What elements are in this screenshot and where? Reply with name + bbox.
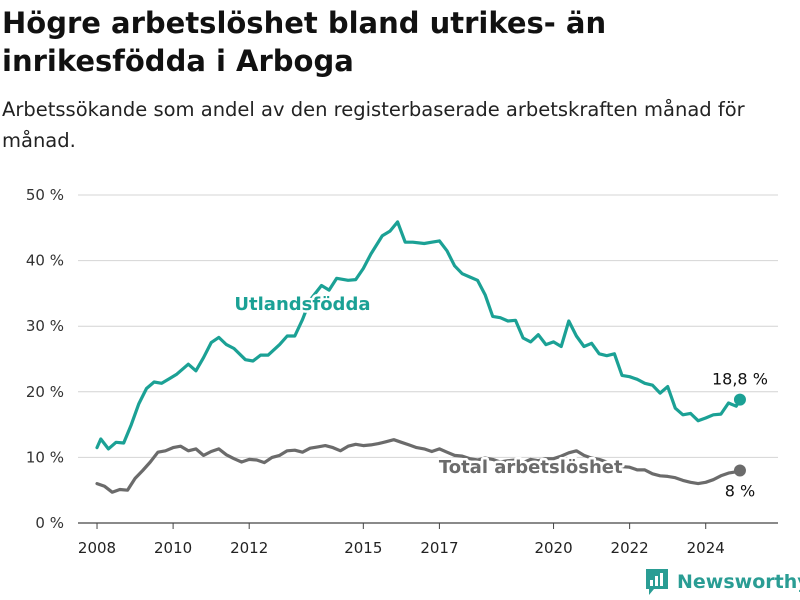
- y-tick-label: 40 %: [26, 252, 64, 270]
- x-tick-label: 2008: [78, 539, 116, 557]
- chart-title: Högre arbetslöshet bland utrikes- än inr…: [2, 6, 607, 78]
- x-tick-label: 2020: [534, 539, 572, 557]
- bar-chart-speech-bubble-icon: [646, 569, 668, 595]
- series-line-total-arbetsloshet: [95, 438, 742, 494]
- series-name-label: Utlandsfödda: [234, 294, 370, 315]
- series-name-label: Total arbetslöshet: [439, 457, 623, 478]
- end-value-label: 18,8 %: [712, 370, 768, 389]
- y-tick-label: 0 %: [35, 514, 64, 532]
- x-tick-label: 2024: [687, 539, 725, 557]
- series-line-utlandsfodda: [95, 220, 742, 451]
- y-tick-label: 20 %: [26, 383, 64, 401]
- y-tick-label: 10 %: [26, 448, 64, 466]
- x-tick-label: 2010: [154, 539, 192, 557]
- x-tick-label: 2015: [344, 539, 382, 557]
- series-end-point-total-arbetsloshet: [733, 464, 746, 477]
- series-end-point-utlandsfodda: [733, 393, 746, 406]
- logo-text: Newsworthy: [677, 571, 800, 593]
- y-tick-label: 50 %: [26, 186, 64, 204]
- end-value-label: 8 %: [725, 482, 755, 501]
- y-tick-label: 30 %: [26, 317, 64, 335]
- series-lines: [95, 220, 746, 494]
- x-tick-label: 2022: [611, 539, 649, 557]
- labels: 18,8 % 8 % Utlandsfödda Total arbetslöshet: [232, 291, 768, 501]
- gridlines: [78, 194, 778, 524]
- newsworthy-logo: Newsworthy: [644, 566, 800, 598]
- chart-subtitle: Arbetssökande som andel av den registerb…: [2, 98, 745, 152]
- x-tick-label: 2012: [230, 539, 268, 557]
- axes: 0 % 10 % 20 % 30 % 40 % 50 % 2008 2010 2012 2015 2…: [26, 186, 725, 557]
- x-tick-label: 2017: [420, 539, 458, 557]
